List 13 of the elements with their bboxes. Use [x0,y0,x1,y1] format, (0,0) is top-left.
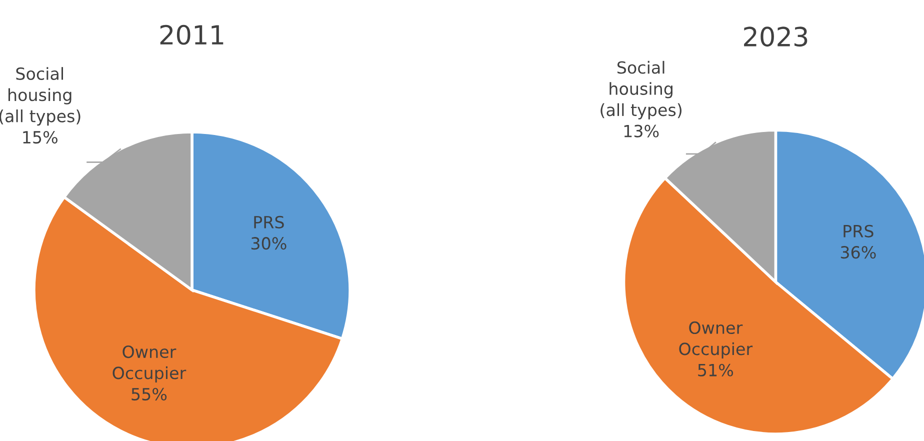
chart-title: 2011 [160,24,224,45]
slice-label: PRS [844,224,874,238]
slice-label: PRS [254,216,284,228]
data-label: 51% [698,364,734,376]
data-label: 30% [251,237,286,250]
chart-title: 2023 [744,26,808,47]
data-label: 13% [624,124,659,138]
data-label: 55% [132,388,167,400]
data-label: 15% [23,130,58,144]
slice-label: Owner Occupier [679,321,753,358]
data-label: 36% [840,246,876,259]
slice-label: Social housing (all types) [600,60,682,120]
slice-label: Owner Occupier [112,345,186,382]
